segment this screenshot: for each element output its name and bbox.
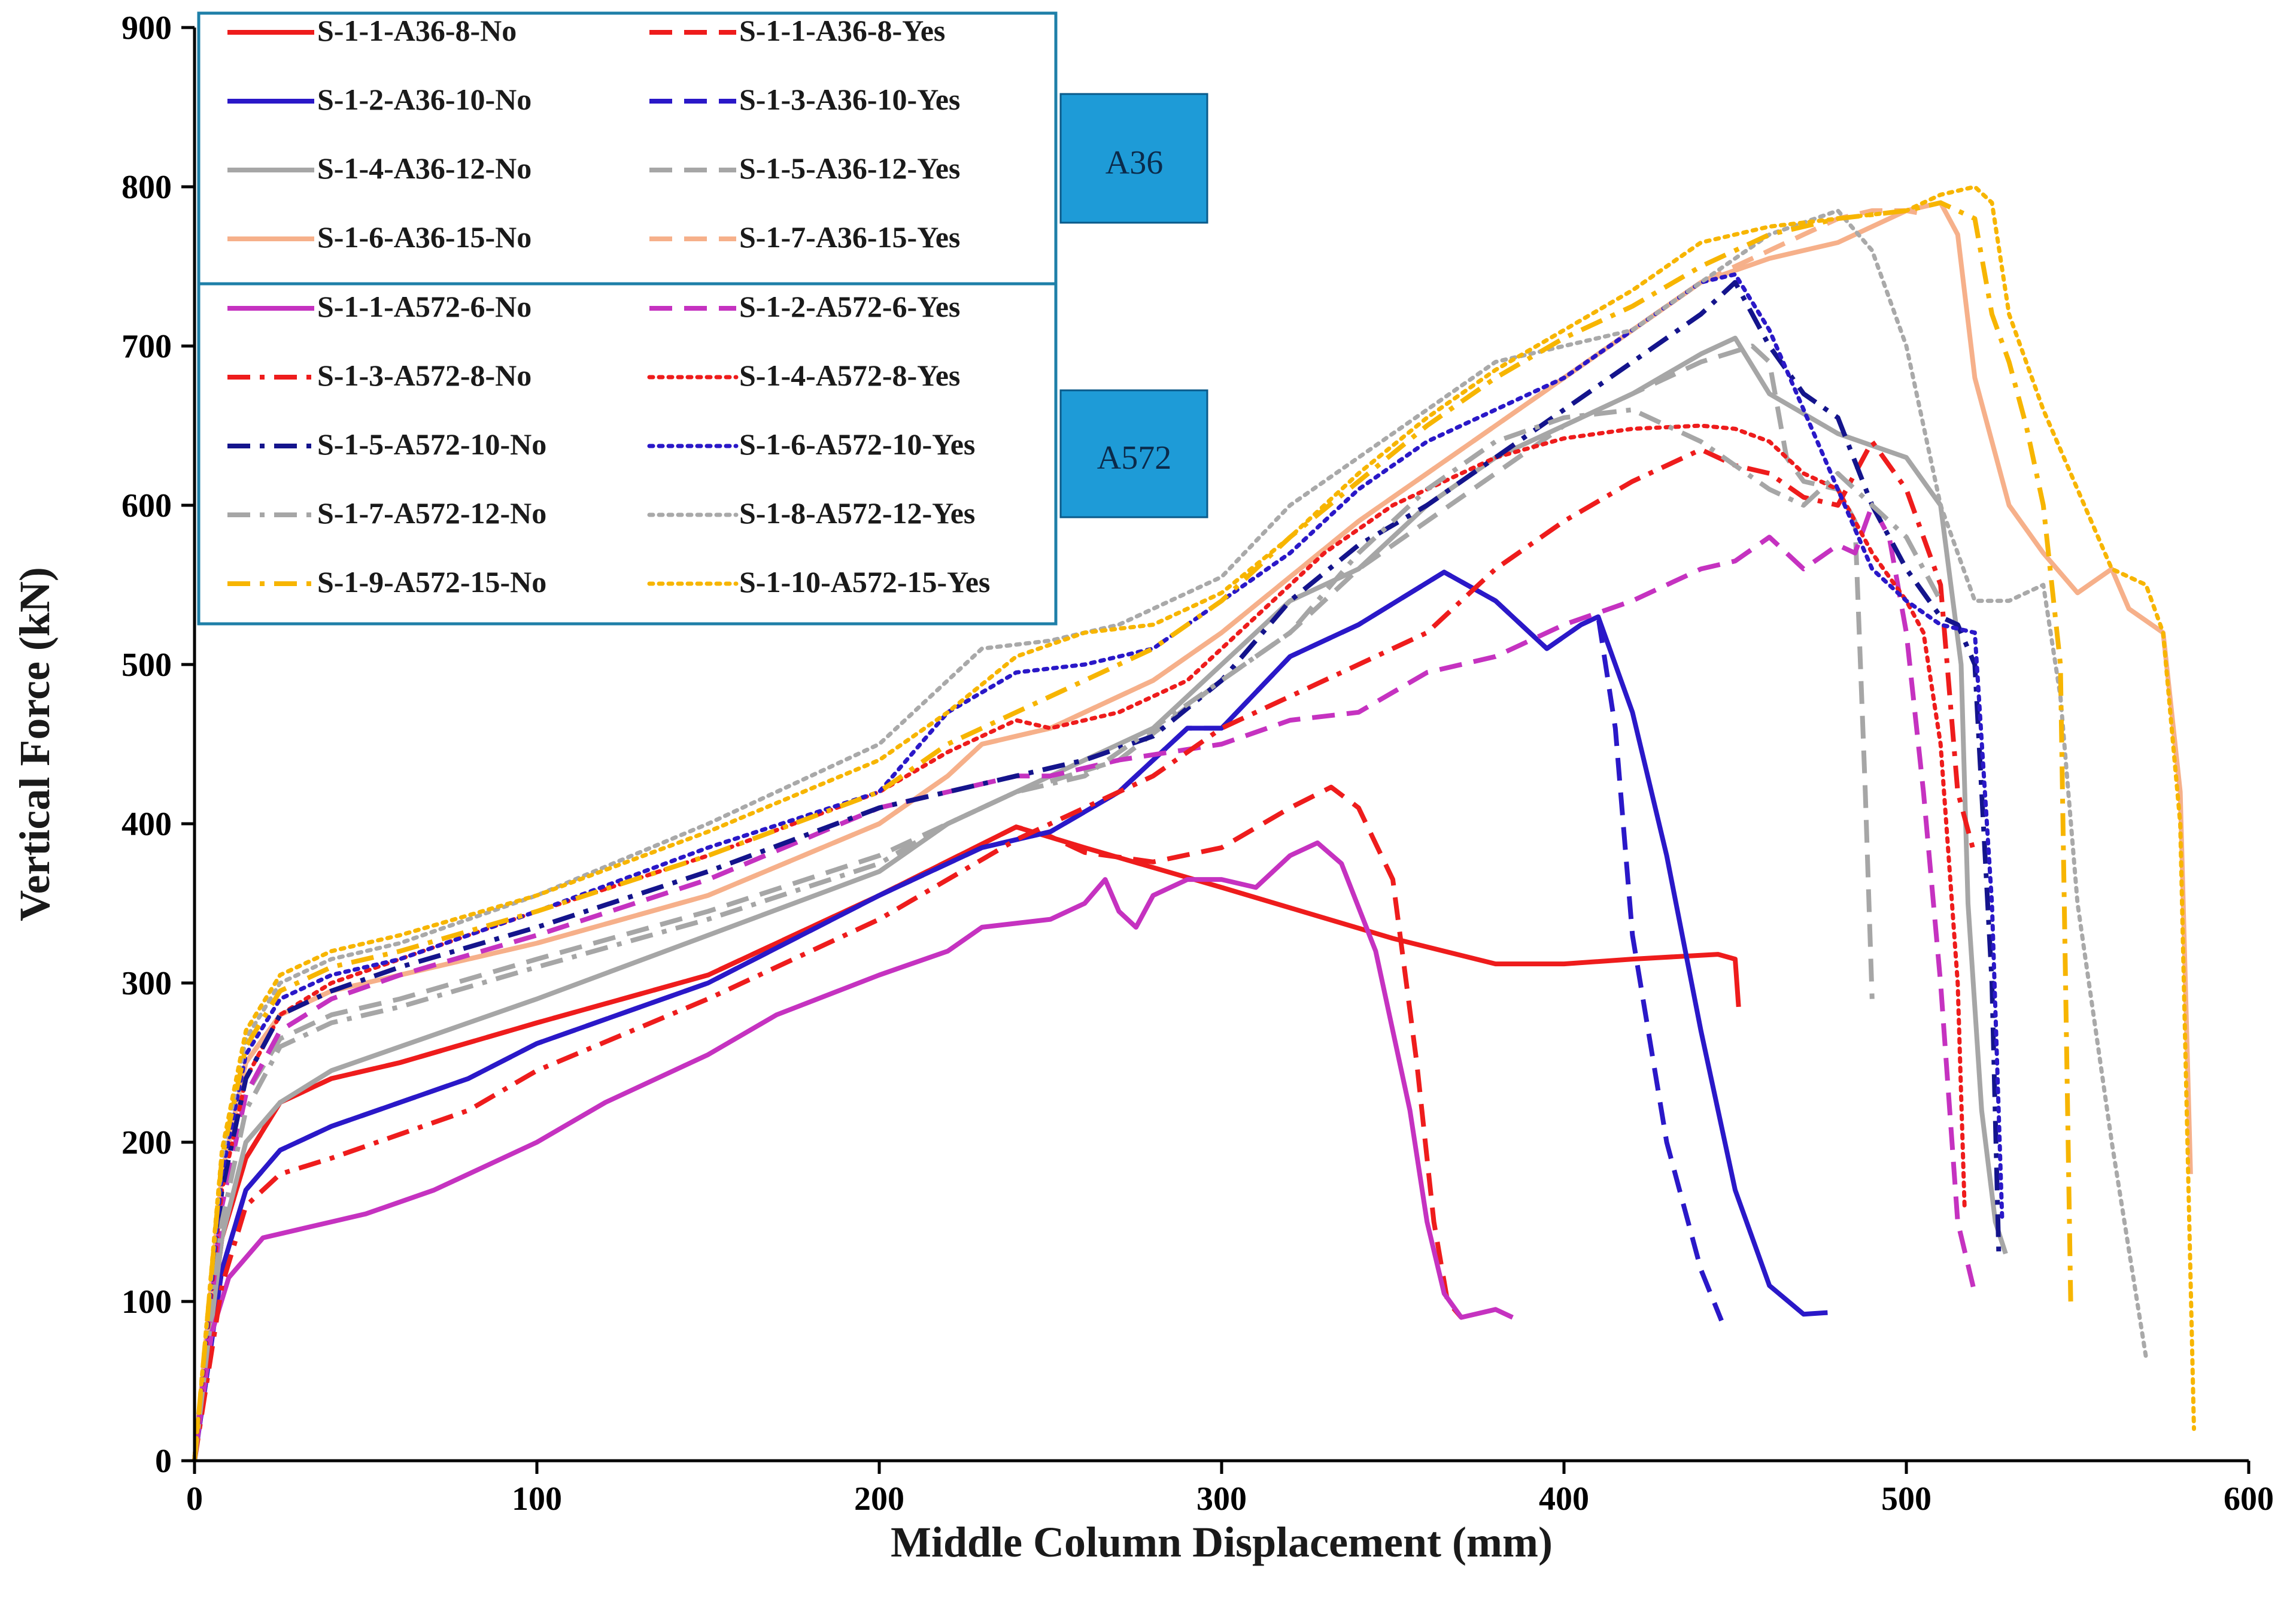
y-tick-label: 100: [122, 1284, 172, 1321]
legend-items: S-1-1-A36-8-No S-1-1-A36-8-Yes S-1-2-A36-1…: [227, 14, 990, 599]
group-label-a572: A572: [1097, 439, 1171, 477]
y-tick-label: 200: [122, 1124, 172, 1161]
series-line-s-1-5-a572-10-no: [192, 280, 2002, 1461]
y-tick-label: 600: [122, 487, 172, 524]
group-label-a36: A36: [1106, 144, 1163, 181]
legend-label: S-1-5-A572-10-No: [317, 427, 546, 461]
legend-label: S-1-5-A36-12-Yes: [739, 151, 960, 185]
legend-box: [197, 11, 1058, 626]
y-tick-label: 500: [122, 647, 172, 684]
x-tick-label: 0: [186, 1480, 203, 1518]
legend-label: S-1-2-A36-10-No: [317, 83, 532, 116]
group-label-a36-box: A36: [1059, 93, 1208, 224]
x-tick-label: 200: [854, 1480, 904, 1518]
legend-label: S-1-10-A572-15-Yes: [739, 565, 990, 599]
x-tick-label: 500: [1881, 1480, 1931, 1518]
y-tick-label: 0: [155, 1443, 172, 1480]
x-axis-title: Middle Column Displacement (mm): [891, 1518, 1553, 1566]
series-line-s-1-7-a572-12-no: [192, 407, 1943, 1461]
legend: S-1-1-A36-8-No S-1-1-A36-8-Yes S-1-2-A36-1…: [197, 11, 1058, 626]
series-layer: [192, 184, 2196, 1463]
series-line-s-1-10-a572-15-yes: [192, 184, 2196, 1463]
series-line-s-1-1-a36-8-yes: [192, 784, 1463, 1461]
series-line-s-1-7-a36-15-yes: [192, 208, 1924, 1461]
ticks: 0 100 200 300 400 500 600 0 100 200 300 400 500 600 70…: [122, 10, 2274, 1518]
series-line-s-1-8-a572-12-yes: [192, 208, 2148, 1463]
y-tick-label: 300: [122, 965, 172, 1002]
series-line-s-1-1-a36-8-no: [192, 824, 1741, 1461]
series-line-s-1-4-a572-8-yes: [192, 423, 1967, 1463]
x-tick-label: 100: [512, 1480, 562, 1518]
legend-label: S-1-7-A572-12-No: [317, 496, 546, 530]
legend-label: S-1-1-A36-8-No: [317, 14, 517, 47]
y-tick-label: 700: [122, 328, 172, 365]
legend-label: S-1-3-A572-8-No: [317, 359, 532, 392]
legend-label: S-1-3-A36-10-Yes: [739, 83, 960, 116]
legend-label: S-1-1-A36-8-Yes: [739, 14, 945, 47]
series-line-s-1-2-a572-6-yes: [192, 503, 1978, 1461]
series-line-s-1-6-a572-10-yes: [192, 272, 2005, 1463]
y-tick-label: 400: [122, 806, 172, 843]
legend-label: S-1-8-A572-12-Yes: [739, 496, 975, 530]
series-line-s-1-3-a572-8-no: [192, 439, 1978, 1461]
y-axis-title: Vertical Force (kN): [11, 567, 59, 921]
legend-label: S-1-1-A572-6-No: [317, 290, 532, 323]
group-label-a572-box: A572: [1059, 389, 1208, 518]
legend-label: S-1-7-A36-15-Yes: [739, 220, 960, 254]
series-line-s-1-1-a572-6-no: [192, 840, 1514, 1461]
series-line-s-1-5-a36-12-yes: [192, 344, 1875, 1461]
series-line-s-1-2-a36-10-no: [192, 569, 1828, 1461]
y-tick-label: 800: [122, 169, 172, 206]
x-tick-label: 600: [2224, 1480, 2274, 1518]
series-line-s-1-3-a36-10-yes: [192, 569, 1724, 1461]
legend-label: S-1-2-A572-6-Yes: [739, 290, 960, 323]
legend-label: S-1-4-A36-12-No: [317, 151, 532, 185]
x-tick-label: 400: [1539, 1480, 1589, 1518]
x-tick-label: 300: [1196, 1480, 1247, 1518]
legend-label: S-1-4-A572-8-Yes: [739, 359, 960, 392]
legend-label: S-1-9-A572-15-No: [317, 565, 546, 599]
series-line-s-1-9-a572-15-no: [192, 200, 2073, 1461]
series-line-s-1-4-a36-12-no: [192, 335, 2008, 1461]
y-tick-label: 900: [122, 10, 172, 47]
legend-label: S-1-6-A572-10-Yes: [739, 427, 975, 461]
legend-label: S-1-6-A36-15-No: [317, 220, 532, 254]
